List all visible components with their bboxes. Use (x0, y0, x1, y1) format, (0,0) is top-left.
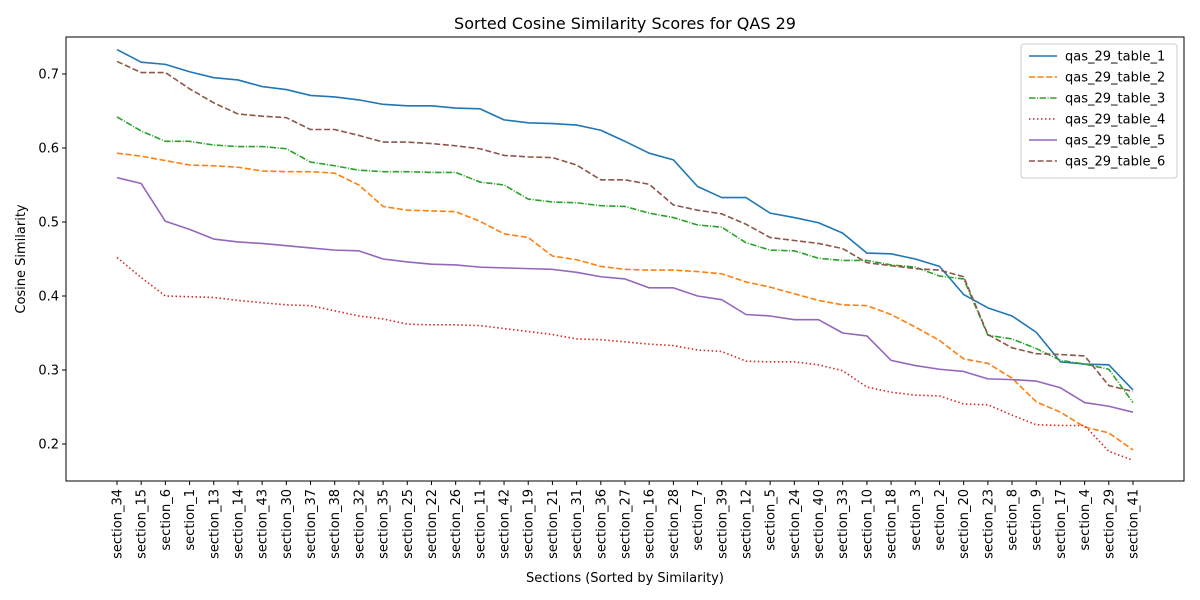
series-line-qas_29_table_4 (116, 256, 1134, 462)
series-line-qas_29_table_3 (116, 116, 1134, 404)
chart-title: Sorted Cosine Similarity Scores for QAS … (454, 14, 796, 33)
x-tick-label: section_17 (1054, 489, 1069, 559)
x-tick-label: section_39 (715, 489, 730, 559)
y-tick-label: 0.4 (38, 290, 59, 305)
y-tick-label: 0.3 (38, 364, 59, 379)
y-axis: 0.2 0.3 0.4 0.5 0.6 0.7 (38, 68, 66, 453)
x-tick-label: section_31 (570, 489, 585, 559)
x-tick-label: section_20 (957, 489, 972, 559)
y-tick-label: 0.6 (38, 142, 59, 157)
x-tick-label: section_14 (231, 489, 246, 559)
x-tick-label: section_15 (135, 489, 150, 559)
y-tick-label: 0.2 (38, 438, 59, 453)
x-tick-label: section_35 (377, 489, 392, 559)
x-tick-label: section_22 (425, 489, 440, 559)
x-tick-label: section_4 (1078, 489, 1093, 551)
x-tick-label: section_16 (643, 489, 658, 559)
x-tick-label: section_9 (1030, 489, 1045, 551)
x-tick-label: section_30 (280, 489, 295, 559)
x-tick-label: section_40 (812, 489, 827, 559)
series-line-qas_29_table_2 (116, 152, 1134, 451)
series-line-qas_29_table_5 (116, 176, 1134, 413)
x-tick-label: section_21 (546, 489, 561, 559)
y-tick-label: 0.5 (38, 216, 59, 231)
x-tick-label: section_5 (764, 489, 779, 551)
x-tick-label: section_42 (498, 489, 513, 559)
x-tick-label: section_36 (594, 489, 609, 559)
legend-label: qas_29_table_3 (1065, 92, 1165, 107)
x-tick-label: section_26 (449, 489, 464, 559)
x-tick-label: section_24 (788, 489, 803, 559)
x-tick-label: section_10 (860, 489, 875, 559)
x-tick-label: section_38 (328, 489, 343, 559)
x-tick-label: section_37 (304, 489, 319, 559)
x-tick-label: section_18 (885, 489, 900, 559)
x-tick-label: section_25 (401, 489, 416, 559)
legend: qas_29_table_1 qas_29_table_2 qas_29_table… (1020, 43, 1178, 179)
x-tick-label: section_43 (256, 489, 271, 559)
x-tick-label: section_1 (183, 489, 198, 551)
x-tick-label: section_7 (691, 489, 706, 551)
x-axis: section_34 section_15 section_6 section_1 se… (111, 481, 1142, 559)
x-tick-label: section_34 (111, 489, 126, 559)
series-lines (116, 48, 1134, 462)
series-line-qas_29_table_6 (116, 60, 1134, 393)
x-tick-label: section_33 (836, 489, 851, 559)
x-tick-label: section_19 (522, 489, 537, 559)
x-tick-label: section_2 (933, 489, 948, 551)
legend-label: qas_29_table_6 (1065, 155, 1165, 170)
x-tick-label: section_11 (473, 489, 488, 559)
legend-label: qas_29_table_2 (1065, 71, 1165, 86)
plot-area (65, 36, 1185, 482)
y-axis-title: Cosine Similarity (14, 204, 29, 314)
x-tick-label: section_29 (1102, 489, 1117, 559)
x-tick-label: section_32 (352, 489, 367, 559)
legend-label: qas_29_table_4 (1065, 113, 1165, 128)
series-line-qas_29_table_1 (116, 48, 1134, 391)
legend-label: qas_29_table_5 (1065, 134, 1165, 149)
x-tick-label: section_6 (159, 489, 174, 551)
y-tick-label: 0.7 (38, 68, 59, 83)
x-tick-label: section_28 (667, 489, 682, 559)
x-axis-title: Sections (Sorted by Similarity) (526, 571, 724, 586)
x-tick-label: section_12 (739, 489, 754, 559)
x-tick-label: section_3 (909, 489, 924, 551)
x-tick-label: section_13 (207, 489, 222, 559)
x-tick-label: section_27 (619, 489, 634, 559)
x-tick-label: section_23 (981, 489, 996, 559)
x-tick-label: section_41 (1127, 489, 1142, 559)
legend-label: qas_29_table_1 (1065, 50, 1165, 65)
legend-box (1020, 43, 1178, 179)
x-tick-label: section_8 (1006, 489, 1021, 551)
